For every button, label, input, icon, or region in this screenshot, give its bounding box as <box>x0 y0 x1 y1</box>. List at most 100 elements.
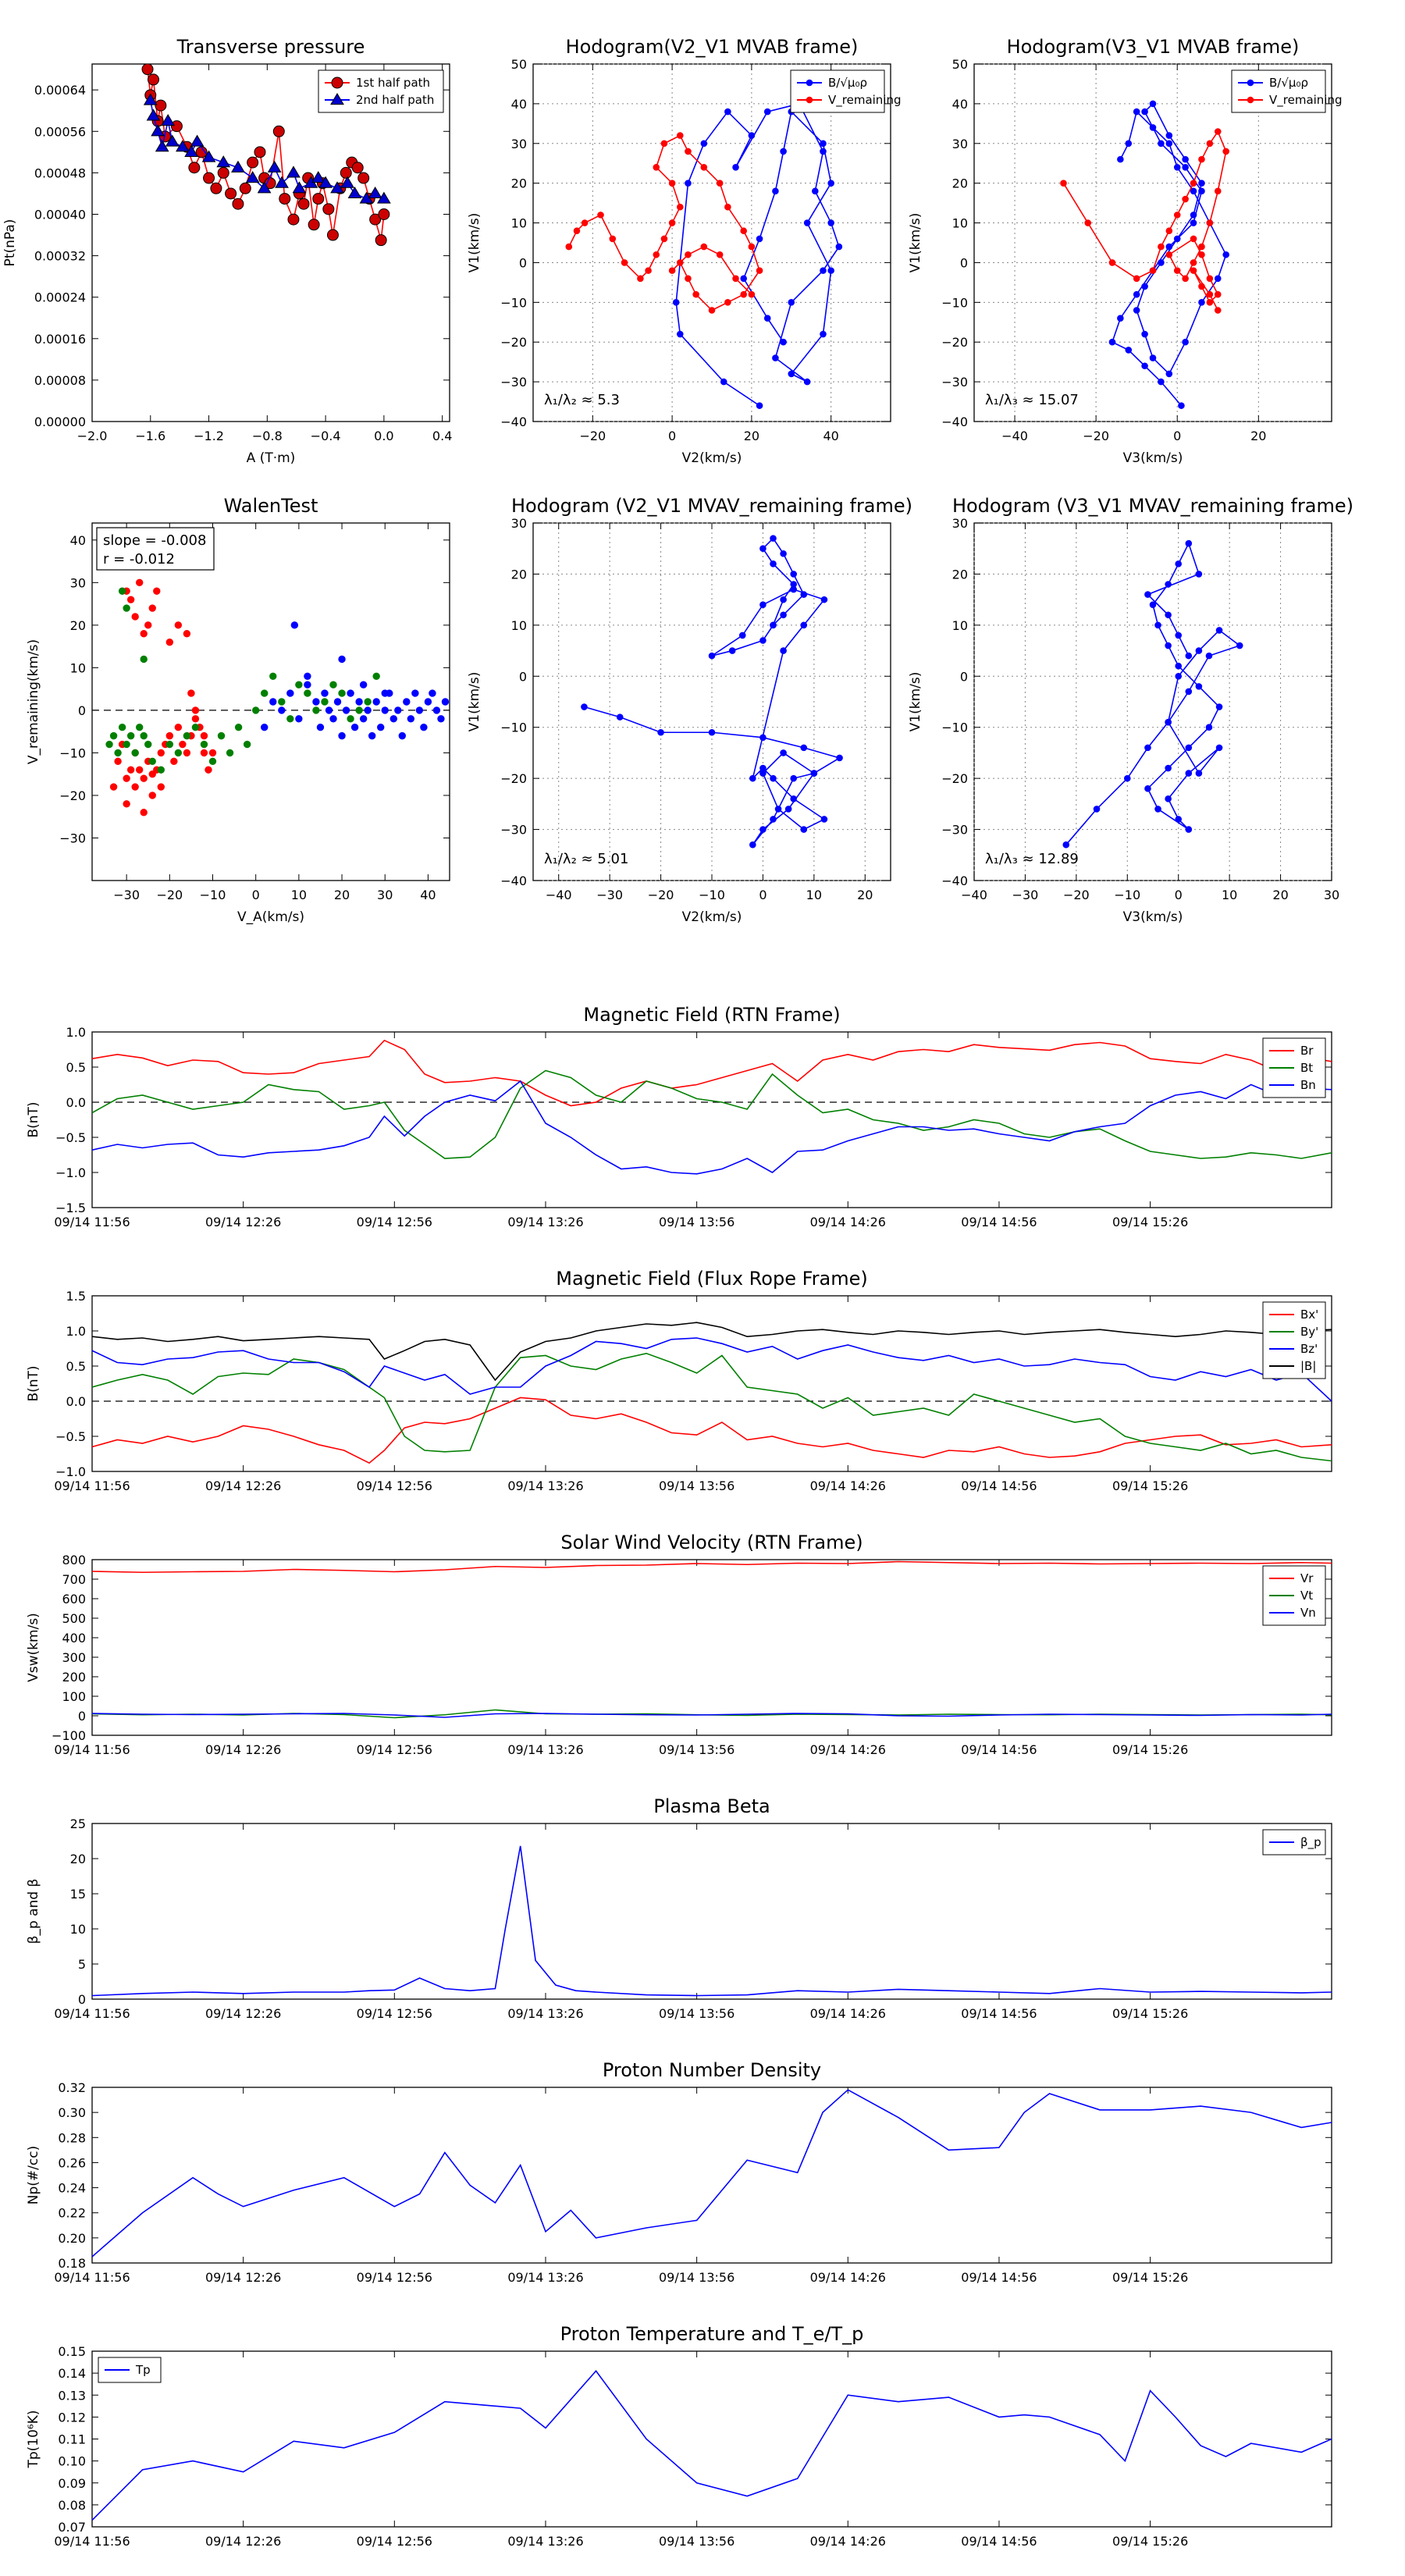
data-point-1 <box>1093 806 1101 813</box>
data-point-1 <box>1158 378 1165 386</box>
series-tp <box>92 2370 1332 2521</box>
legend-label: Bt <box>1300 1061 1313 1075</box>
chart-title: Magnetic Field (Flux Rope Frame) <box>556 1268 867 1290</box>
y-tick-label: 0 <box>78 1709 86 1724</box>
data-point-1 <box>114 757 122 766</box>
data-point-2 <box>148 73 160 86</box>
y-axis-label: V1(km/s) <box>467 213 482 273</box>
data-point-legend <box>1247 79 1254 87</box>
x-tick-label: 09/14 13:26 <box>507 1478 583 1493</box>
data-point-7 <box>1236 642 1243 649</box>
data-point-1 <box>269 698 277 706</box>
data-point-38 <box>183 630 191 638</box>
data-point-34 <box>1165 611 1172 619</box>
legend: B/√μ₀ρ V_remaining <box>1231 69 1343 113</box>
data-point-29 <box>322 203 335 215</box>
data-point-7 <box>131 783 139 791</box>
y-tick-label: −1.0 <box>55 1165 86 1180</box>
y-tick-label: 10 <box>70 1922 86 1937</box>
data-point-36 <box>759 545 767 553</box>
data-point-31 <box>1190 187 1197 195</box>
x-tick-label: −20 <box>648 888 674 902</box>
data-point-12 <box>668 180 676 187</box>
x-tick-label: 40 <box>823 429 838 443</box>
data-point-28 <box>407 715 415 723</box>
data-point-10 <box>140 774 148 782</box>
data-point-6 <box>131 749 139 757</box>
data-point-41 <box>200 731 208 740</box>
y-tick-label: 0.20 <box>58 2231 86 2246</box>
y-tick-label: 40 <box>70 533 86 548</box>
data-point-36 <box>1125 140 1133 148</box>
data-point-0 <box>143 93 158 105</box>
data-point-17 <box>359 715 368 723</box>
y-tick-label: 1.0 <box>66 1324 86 1339</box>
x-tick-label: 09/14 14:56 <box>961 1742 1037 1757</box>
series-line <box>92 1069 1332 1159</box>
data-point-17 <box>292 181 307 194</box>
data-point-35 <box>357 172 370 184</box>
data-point-22 <box>183 749 191 757</box>
data-point-12 <box>1214 128 1222 135</box>
y-tick-label: 0.18 <box>58 2256 86 2271</box>
y-tick-label: 0.15 <box>58 2344 86 2359</box>
data-point-10 <box>1198 155 1205 163</box>
data-point-34 <box>355 706 363 714</box>
x-tick-label: 0 <box>759 888 767 902</box>
data-point-33 <box>1165 140 1173 148</box>
data-point-2 <box>114 749 122 757</box>
legend-label: Vt <box>1300 1589 1313 1603</box>
data-point-11 <box>1182 164 1189 171</box>
series-line <box>92 2370 1332 2521</box>
data-point-26 <box>692 290 699 298</box>
data-point-9 <box>1190 219 1197 226</box>
data-point-0 <box>1062 841 1070 849</box>
data-point-28 <box>1206 290 1214 298</box>
y-tick-label: 600 <box>62 1592 86 1606</box>
y-tick-label: 50 <box>511 57 527 72</box>
y-tick-label: 1.5 <box>66 1289 86 1304</box>
data-point-30 <box>763 315 771 322</box>
data-point-16 <box>286 165 301 178</box>
data-point-13 <box>1141 108 1148 116</box>
x-tick-label: 10 <box>1222 888 1237 902</box>
data-point-20 <box>318 176 333 188</box>
data-point-16 <box>788 299 795 306</box>
x-tick-label: 40 <box>420 888 436 902</box>
y-tick-label: 20 <box>952 176 968 191</box>
y-tick-label: 20 <box>70 1852 86 1866</box>
data-point-22 <box>340 176 355 188</box>
eigenvalue-ratio-annotation: λ₁/λ₃ ≈ 12.89 <box>985 851 1079 867</box>
y-tick-label: −0.5 <box>55 1130 86 1145</box>
data-point-38 <box>375 234 387 247</box>
data-point-29 <box>1165 581 1172 588</box>
data-point-18 <box>820 816 828 823</box>
data-point-23 <box>1206 275 1214 283</box>
y-tick-label: 30 <box>952 137 968 151</box>
x-tick-label: 09/14 13:26 <box>507 2270 583 2285</box>
data-point-20 <box>174 724 183 731</box>
data-point-legend <box>806 96 813 104</box>
data-point-0 <box>581 703 588 710</box>
x-tick-label: 09/14 12:56 <box>357 2270 432 2285</box>
x-tick-label: 09/14 12:26 <box>205 2270 281 2285</box>
data-point-15 <box>1206 219 1214 226</box>
data-point-1 <box>146 109 161 121</box>
data-point-17 <box>254 146 266 158</box>
y-tick-label: 10 <box>952 618 968 633</box>
data-point-10 <box>1175 672 1183 680</box>
data-point-36 <box>441 698 450 706</box>
data-point-2 <box>581 219 589 226</box>
x-tick-label: 09/14 13:56 <box>659 1215 735 1229</box>
y-tick-label: 500 <box>62 1611 86 1626</box>
series-line <box>92 1560 1332 1574</box>
y-tick-label: 0.00040 <box>34 207 86 222</box>
data-point-24 <box>297 197 310 210</box>
x-tick-label: 09/14 12:56 <box>357 1742 432 1757</box>
chart-mag_rtn: Magnetic Field (RTN Frame) 09/14 11:56 09/… <box>26 1004 1332 1229</box>
chart-h4: Hodogram (V3_V1 MVAV_remaining frame) −40… <box>908 495 1353 925</box>
data-point-2 <box>151 124 165 137</box>
data-point-13 <box>148 770 156 778</box>
data-point-10 <box>148 757 156 766</box>
data-point-18 <box>165 731 174 740</box>
